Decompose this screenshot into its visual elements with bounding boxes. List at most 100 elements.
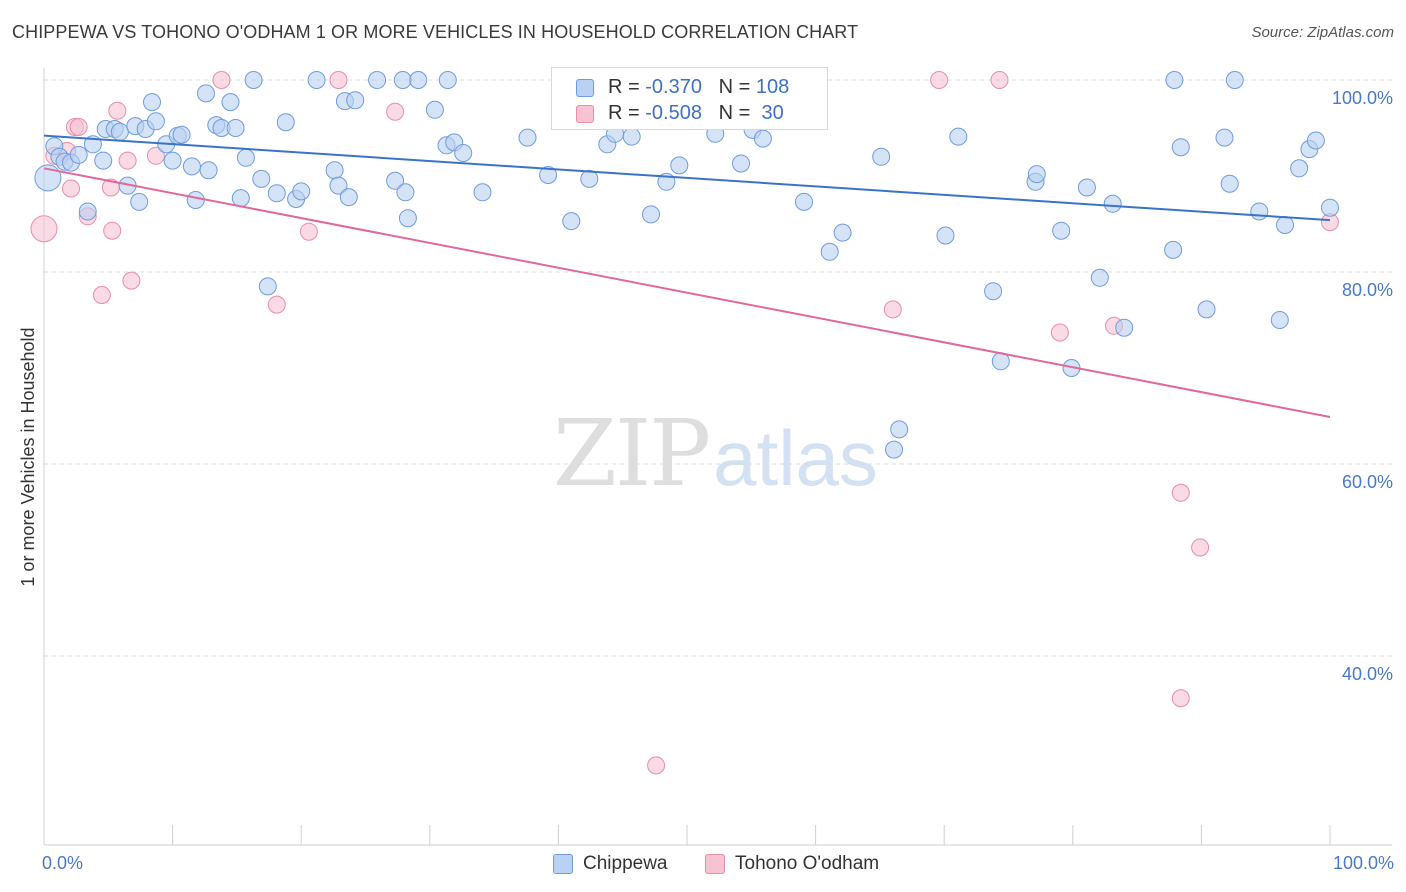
chippewa-point: [94, 151, 113, 170]
chippewa-point: [172, 125, 191, 144]
tohono-point: [930, 71, 949, 89]
chippewa-point: [539, 166, 558, 184]
tohono-point: [329, 71, 348, 89]
chippewa-point: [409, 71, 428, 89]
tohono-r-label: R =: [608, 102, 640, 124]
tohono-swatch: [576, 105, 594, 123]
chippewa-point: [833, 223, 852, 242]
tohono-point: [647, 756, 666, 775]
chippewa-point: [890, 420, 909, 439]
chippewa-point: [143, 93, 161, 112]
chippewa-point: [276, 113, 295, 132]
chippewa-point: [1215, 128, 1234, 147]
legend: Chippewa Tohono O'odham: [0, 851, 1406, 879]
chippewa-point: [236, 148, 255, 167]
tohono-trend-line: [43, 167, 1331, 418]
chippewa-point: [1270, 311, 1289, 329]
chippewa-r-label: R =: [608, 76, 640, 98]
chippewa-point: [473, 183, 492, 202]
chippewa-point: [795, 192, 813, 211]
chippewa-point: [872, 147, 891, 166]
chippewa-point: [346, 91, 365, 110]
tohono-point: [62, 179, 80, 198]
chippewa-point: [1052, 221, 1071, 240]
chippewa-point: [1220, 174, 1239, 193]
stats-box: R = -0.370 N = 108 R = -0.508 N = 30: [551, 67, 828, 130]
chippewa-point: [1027, 165, 1046, 184]
chippewa-point: [562, 212, 581, 231]
tohono-point: [883, 300, 902, 319]
chippewa-swatch: [576, 79, 594, 97]
chippewa-point: [231, 189, 250, 208]
chippewa-point: [580, 169, 599, 188]
chippewa-point: [1077, 178, 1096, 197]
chippewa-point: [438, 71, 457, 89]
chippewa-point: [1250, 202, 1269, 221]
y-tick-label: 60.0%: [1342, 472, 1393, 492]
y-tick-label: 40.0%: [1342, 664, 1393, 684]
x-tick-label-right: 100.0%: [1333, 853, 1394, 873]
chippewa-point: [396, 183, 415, 202]
chippewa-point: [307, 71, 326, 89]
chippewa-point: [244, 71, 263, 89]
chippewa-point: [267, 184, 286, 203]
stats-text-chippewa: R = -0.370 N = 108: [608, 76, 789, 99]
tohono-point: [299, 222, 318, 241]
chippewa-point: [1103, 194, 1122, 213]
tohono-point: [267, 295, 286, 314]
chippewa-point: [182, 157, 201, 176]
chippewa-point: [197, 84, 215, 103]
tohono-point: [108, 101, 127, 120]
chippewa-n-value: 108: [755, 76, 790, 98]
chippewa-point: [386, 171, 405, 190]
chippewa-point: [1164, 240, 1183, 259]
chippewa-point: [110, 122, 129, 141]
chippewa-point: [130, 192, 149, 211]
tohono-point: [146, 146, 165, 165]
tohono-point: [92, 286, 111, 304]
chart-title: CHIPPEWA VS TOHONO O'ODHAM 1 OR MORE VEH…: [12, 22, 859, 42]
tohono-point: [30, 215, 58, 243]
stats-text-tohono: R = -0.508 N = 30: [608, 102, 784, 125]
chippewa-point: [258, 277, 277, 296]
chippewa-point: [1290, 159, 1309, 178]
y-tick-label: 100.0%: [1332, 88, 1393, 108]
y-tick-label: 80.0%: [1342, 280, 1393, 300]
legend-swatch-tohono: [705, 854, 725, 874]
tohono-point: [1050, 323, 1069, 342]
chippewa-point: [78, 202, 97, 221]
chippewa-point: [732, 154, 750, 173]
chippewa-point: [1197, 300, 1216, 319]
tick-labels: 100.0% 80.0% 60.0% 40.0% 0.0% 100.0% 1 or more…: [18, 88, 1394, 873]
chippewa-point: [163, 151, 182, 170]
chippewa-point: [622, 127, 641, 146]
chippewa-point: [936, 226, 955, 245]
tohono-point: [1171, 689, 1190, 708]
chippewa-r-value: -0.370: [645, 76, 702, 98]
axes: [43, 68, 1392, 846]
chippewa-n-label: N =: [718, 76, 751, 98]
chippewa-point: [221, 93, 240, 112]
chippewa-point: [1306, 131, 1325, 150]
chippewa-point: [1165, 71, 1184, 89]
chippewa-trend-line: [43, 134, 1331, 222]
chippewa-points: [34, 71, 1339, 459]
chippewa-point: [186, 191, 205, 209]
chippewa-point: [199, 161, 218, 180]
legend-label-tohono: Tohono O'odham: [735, 853, 880, 874]
chippewa-point: [292, 182, 311, 201]
chippewa-point: [820, 242, 839, 261]
chippewa-point: [984, 282, 1003, 301]
source-note: Source: ZipAtlas.com: [1251, 24, 1394, 41]
chippewa-point: [642, 205, 660, 224]
chippewa-point: [454, 144, 473, 162]
chippewa-point: [670, 156, 689, 175]
chippewa-point: [368, 71, 387, 89]
chippewa-point: [1276, 216, 1294, 234]
tohono-point: [103, 221, 122, 240]
tohono-n-value: 30: [761, 102, 784, 124]
tohono-n-label: N =: [718, 102, 751, 124]
chippewa-point: [949, 127, 968, 146]
tohono-point: [69, 118, 88, 136]
